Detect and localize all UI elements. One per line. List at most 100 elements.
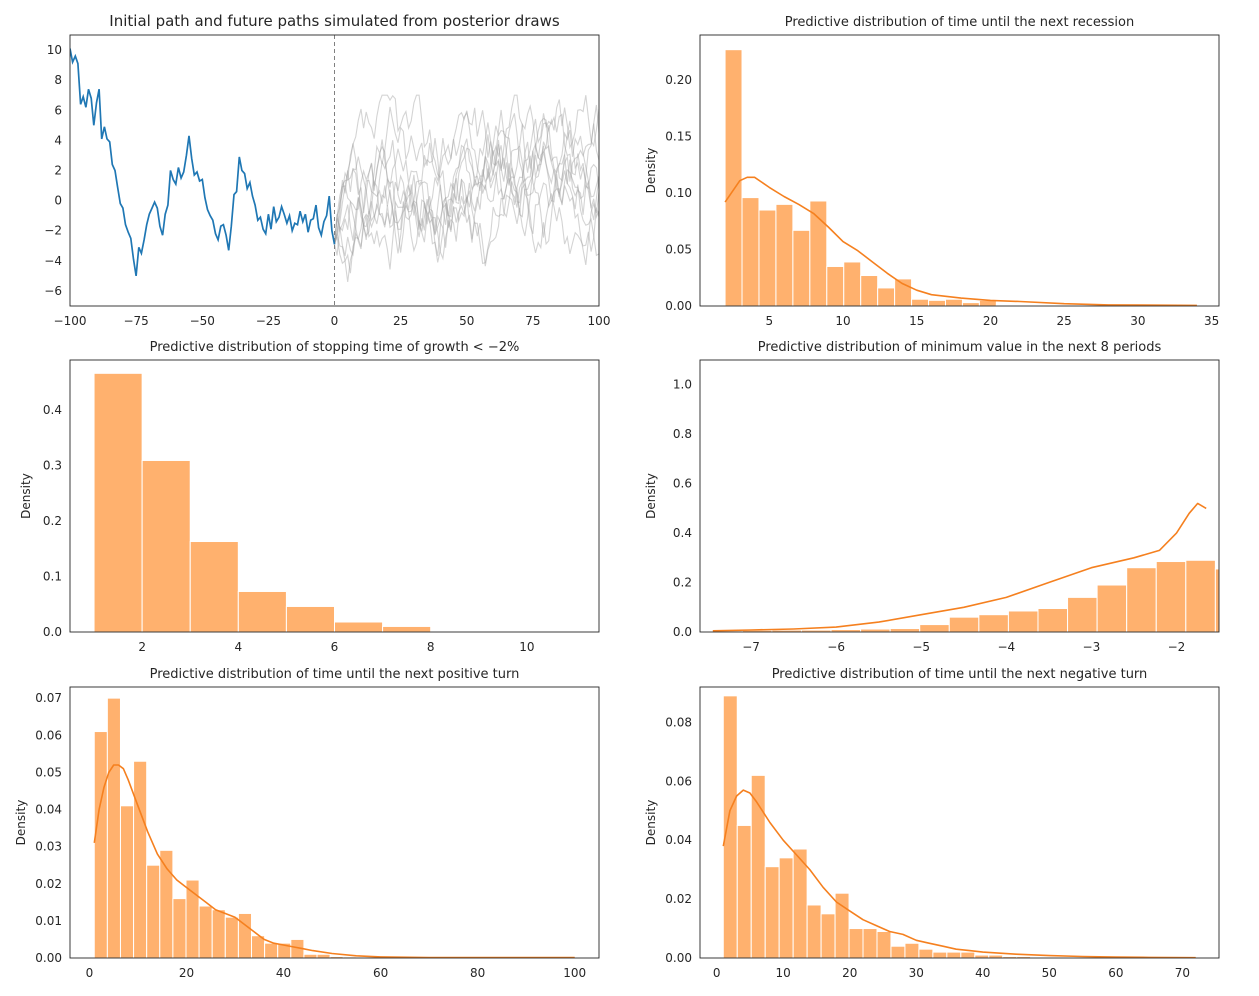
histogram-bar (304, 954, 317, 958)
x-tick-label: 0 (713, 966, 721, 980)
x-tick-label: −100 (54, 314, 87, 328)
y-tick-label: 0.8 (673, 427, 692, 441)
histogram-bar (1068, 597, 1098, 632)
histogram-bar (920, 625, 950, 632)
histogram-bar (949, 617, 979, 632)
plot-area (70, 35, 599, 306)
x-tick-label: 15 (909, 314, 924, 328)
x-tick-label: 0 (86, 966, 94, 980)
histogram-bar (945, 299, 962, 306)
plot-area (94, 698, 574, 958)
x-tick-label: 30 (1130, 314, 1145, 328)
x-tick-label: 0 (331, 314, 339, 328)
x-tick-label: 10 (519, 640, 534, 654)
y-tick-label: 0.4 (43, 403, 62, 417)
histogram-bar (190, 542, 238, 632)
histogram-bar (1245, 370, 1259, 632)
histogram-bar (810, 201, 827, 306)
y-tick-label: 0.08 (665, 715, 692, 729)
histogram-bar (142, 460, 190, 632)
histogram-bar (895, 279, 912, 306)
y-tick-label: 0 (54, 194, 62, 208)
plot-area (94, 373, 527, 632)
x-tick-label: 70 (1175, 966, 1190, 980)
histogram-bar (821, 914, 835, 958)
chart-title: Predictive distribution of time until th… (785, 15, 1134, 30)
chart-title: Predictive distribution of stopping time… (150, 340, 520, 355)
x-tick-label: 20 (179, 966, 194, 980)
histogram-bar (765, 867, 779, 958)
x-tick-label: 35 (1204, 314, 1219, 328)
histogram-bar (751, 775, 765, 958)
y-tick-label: 0.01 (35, 914, 62, 928)
histogram-bar (742, 198, 759, 306)
x-tick-label: 5 (765, 314, 773, 328)
histogram-bar (962, 303, 979, 306)
histogram-bar (1008, 611, 1038, 632)
histogram-bar (776, 204, 793, 306)
histogram-bar (147, 865, 160, 958)
histogram-bar (1097, 585, 1127, 632)
x-tick-label: 25 (393, 314, 408, 328)
x-tick-label: −3 (1083, 640, 1101, 654)
histogram-bar (863, 929, 877, 958)
histogram-bar (1127, 568, 1157, 632)
y-tick-label: 0.10 (665, 186, 692, 200)
histogram-bar (265, 943, 278, 958)
histogram-bar (383, 626, 431, 632)
x-tick-label: −4 (997, 640, 1015, 654)
x-tick-label: 40 (975, 966, 990, 980)
simulated-path (335, 113, 600, 244)
x-tick-label: 10 (776, 966, 791, 980)
histogram-bar (961, 952, 975, 958)
x-tick-label: 6 (331, 640, 339, 654)
chart-panel-5: Predictive distribution of time until th… (14, 667, 599, 980)
y-tick-label: 0.0 (43, 625, 62, 639)
histogram-bar (725, 50, 742, 306)
histogram-bar (947, 952, 961, 958)
histogram-bar (1186, 560, 1216, 632)
x-tick-label: 75 (525, 314, 540, 328)
y-tick-label: 0.2 (43, 514, 62, 528)
y-tick-label: 0.04 (35, 803, 62, 817)
x-tick-label: 50 (1042, 966, 1057, 980)
plot-area (723, 696, 1198, 958)
histogram-bar (238, 913, 251, 958)
y-tick-label: 0.02 (665, 892, 692, 906)
y-axis-label: Density (644, 473, 658, 519)
y-tick-label: 0.02 (35, 877, 62, 891)
x-tick-label: 100 (588, 314, 611, 328)
histogram-bar (844, 262, 861, 306)
y-tick-label: −6 (44, 284, 62, 298)
histogram-bar (107, 698, 120, 958)
histogram-bar (979, 615, 1009, 632)
histogram-bar (1156, 562, 1186, 632)
histogram-bar (807, 905, 821, 958)
x-tick-label: 30 (909, 966, 924, 980)
histogram-bar (849, 929, 863, 958)
chart-title: Initial path and future paths simulated … (109, 12, 560, 30)
histogram-bar (212, 910, 225, 958)
x-tick-label: 25 (1057, 314, 1072, 328)
chart-panel-6: Predictive distribution of time until th… (644, 667, 1219, 980)
y-tick-label: 0.06 (665, 774, 692, 788)
histogram-bar (793, 230, 810, 306)
y-tick-label: 6 (54, 103, 62, 117)
histogram-bar (759, 210, 776, 306)
x-tick-label: 60 (1108, 966, 1123, 980)
x-tick-label: 20 (983, 314, 998, 328)
y-tick-label: −2 (44, 224, 62, 238)
y-tick-label: 0.00 (35, 951, 62, 965)
histogram-bar (891, 946, 905, 958)
x-tick-label: −7 (742, 640, 760, 654)
histogram-bar (1038, 609, 1068, 632)
y-tick-label: 0.05 (35, 765, 62, 779)
y-tick-label: 0.6 (673, 477, 692, 491)
y-tick-label: 0.2 (673, 576, 692, 590)
y-tick-label: 8 (54, 73, 62, 87)
x-tick-label: 8 (427, 640, 435, 654)
y-tick-label: 0.04 (665, 833, 692, 847)
y-axis-label: Density (14, 800, 28, 846)
histogram-bar (723, 696, 737, 958)
